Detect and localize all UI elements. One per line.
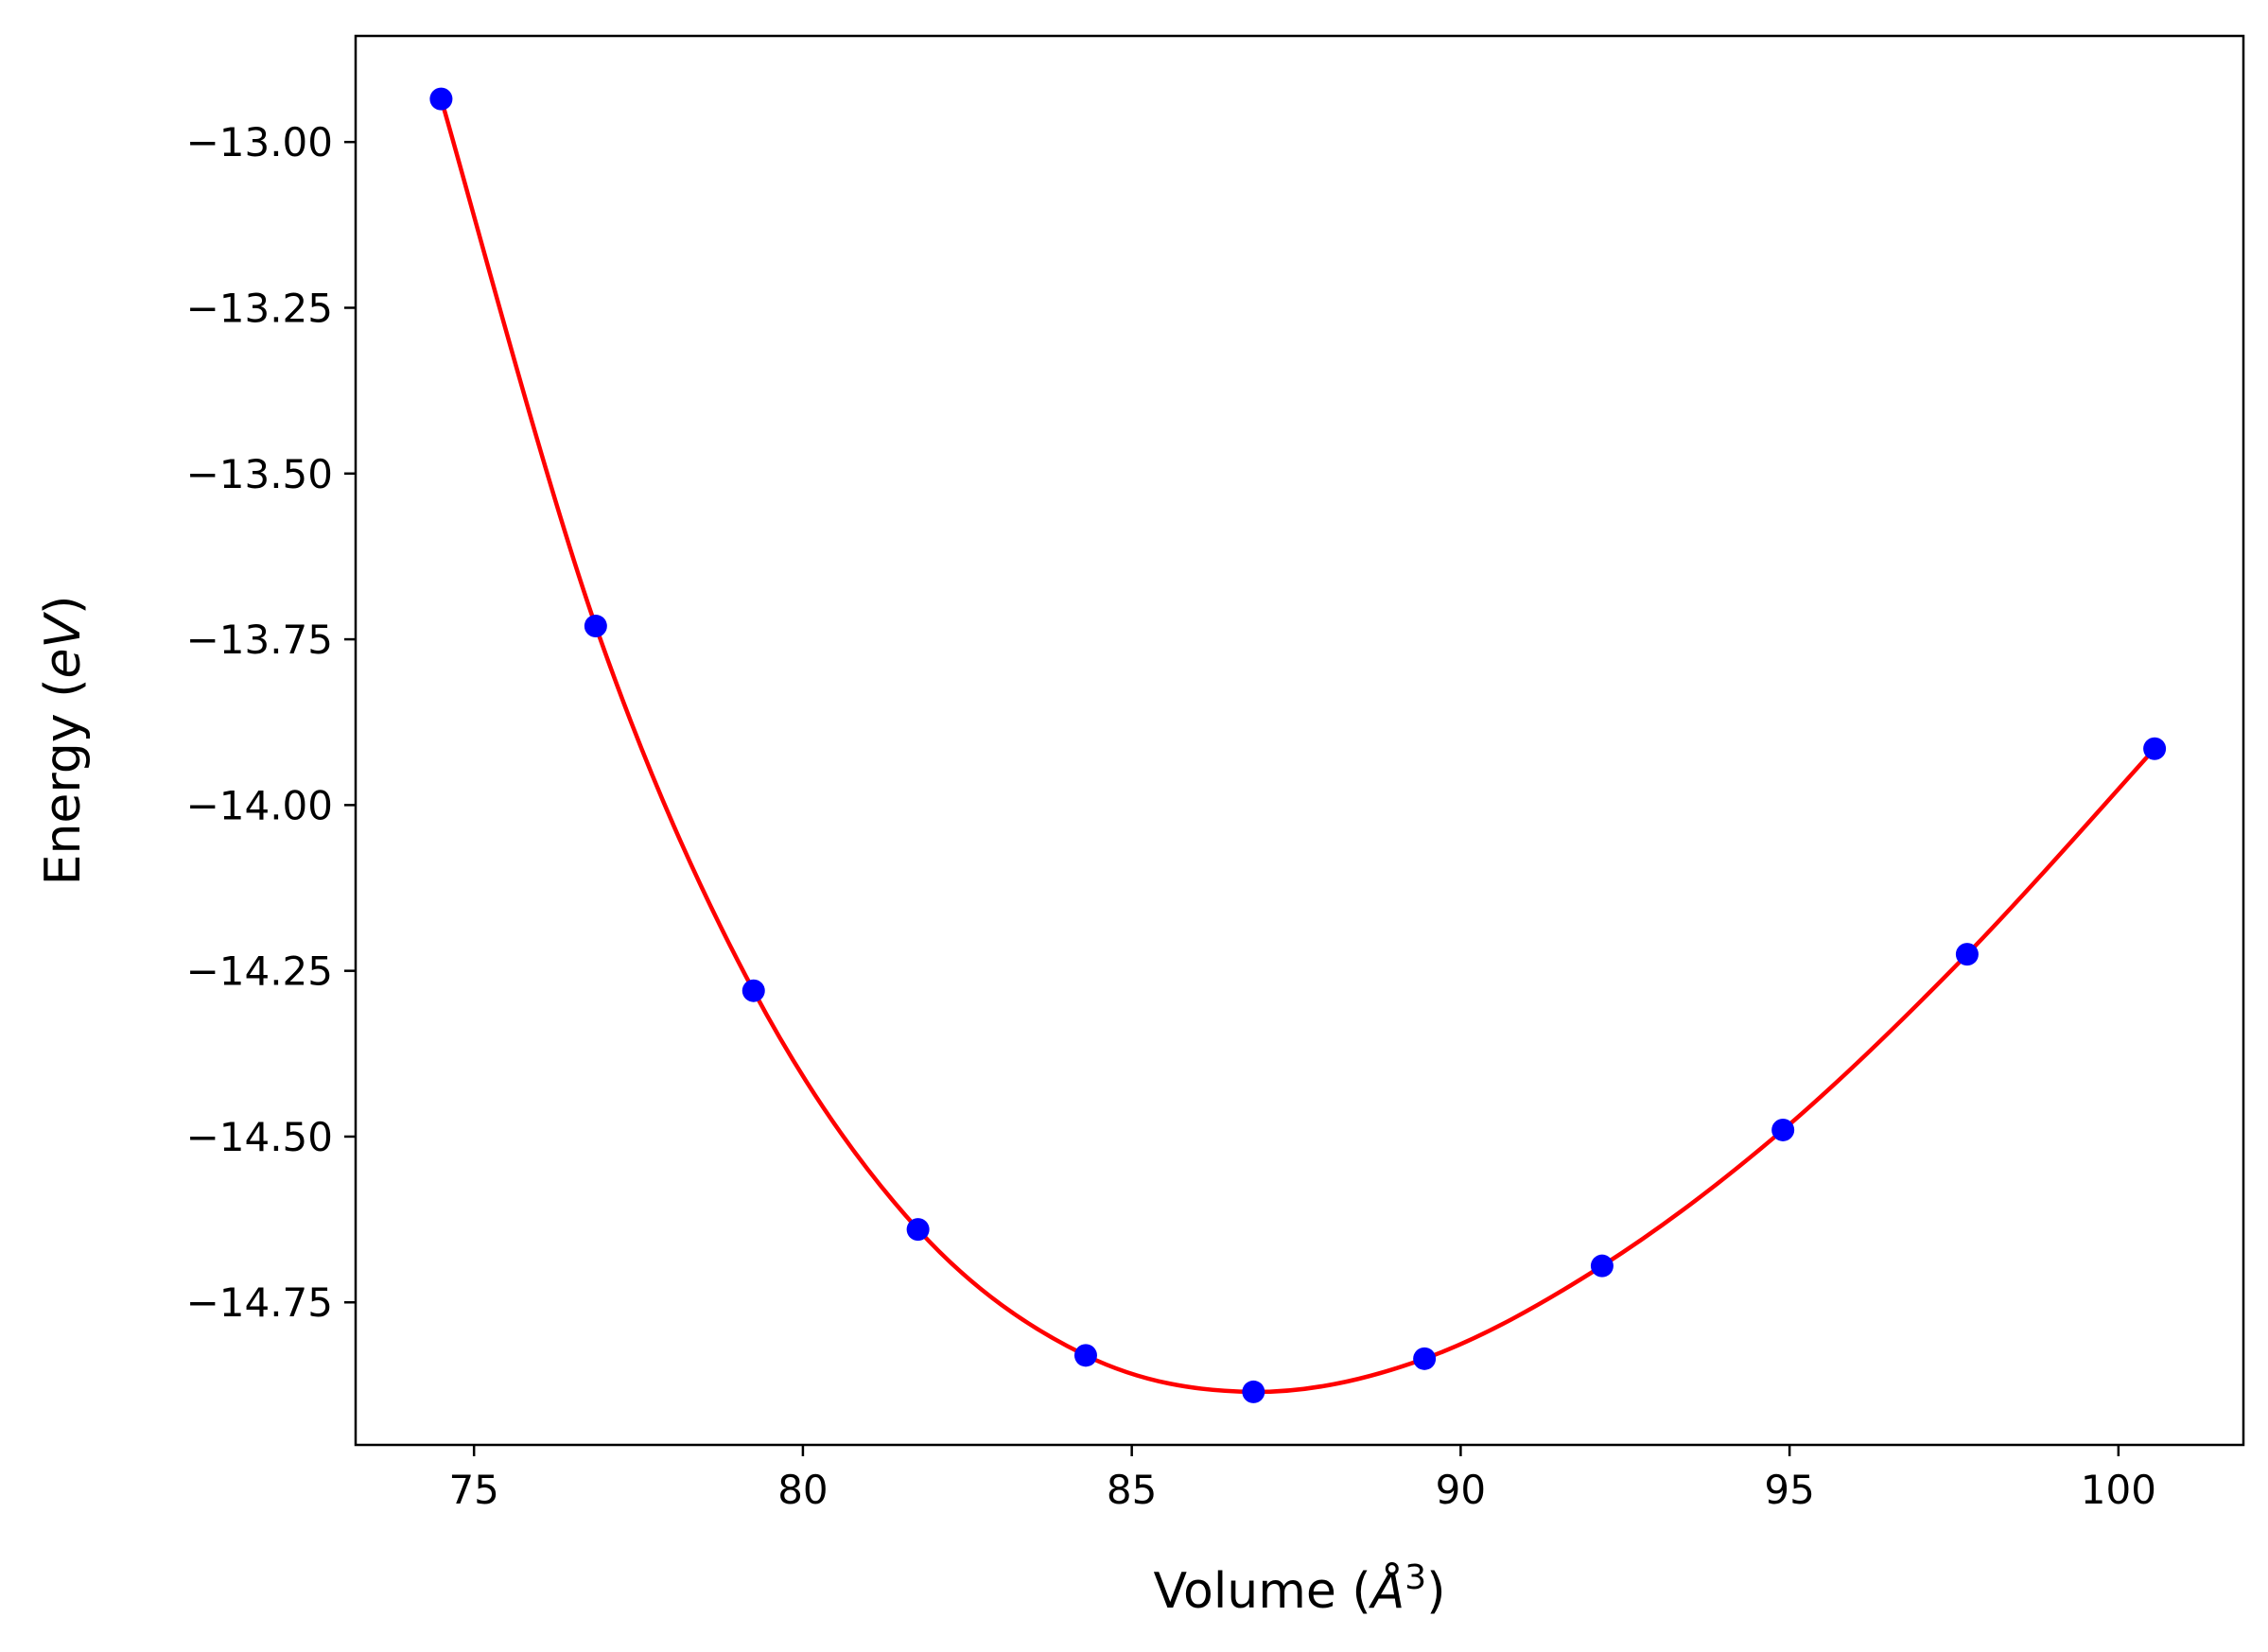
y-tick-label: −14.00 bbox=[186, 782, 333, 828]
x-tick-label: 95 bbox=[1764, 1467, 1814, 1513]
fit-curve bbox=[439, 97, 2156, 1395]
y-axis: −13.00 −13.25 −13.50 −13.75 −14.00 −14.25 −14.… bbox=[186, 119, 356, 1326]
x-tick-label: 75 bbox=[448, 1467, 498, 1513]
y-tick-label: −13.75 bbox=[186, 617, 333, 663]
data-point bbox=[2143, 737, 2167, 760]
y-tick-label: −13.50 bbox=[186, 451, 333, 497]
fit-curve-layer bbox=[439, 97, 2156, 1395]
y-tick-label: −14.50 bbox=[186, 1114, 333, 1160]
x-tick-label: 90 bbox=[1436, 1467, 1486, 1513]
data-point bbox=[1771, 1118, 1795, 1141]
data-points-layer bbox=[429, 87, 2167, 1403]
x-axis: 75 80 85 90 95 100 bbox=[448, 1445, 2156, 1513]
data-point bbox=[1413, 1347, 1437, 1370]
x-tick-label: 85 bbox=[1107, 1467, 1157, 1513]
y-tick-label: −14.75 bbox=[186, 1279, 333, 1326]
data-point bbox=[1073, 1344, 1097, 1367]
data-point bbox=[741, 979, 765, 1002]
x-tick-label: 80 bbox=[777, 1467, 828, 1513]
data-point bbox=[584, 615, 607, 638]
data-point bbox=[906, 1218, 930, 1242]
data-point bbox=[1955, 943, 1979, 966]
y-axis-label: Energy (eV) bbox=[35, 596, 92, 886]
y-tick-label: −13.00 bbox=[186, 119, 333, 165]
y-tick-label: −14.25 bbox=[186, 948, 333, 995]
data-point bbox=[429, 87, 453, 111]
data-point bbox=[1242, 1380, 1265, 1403]
plot-frame bbox=[354, 34, 2245, 1447]
plot-area bbox=[356, 36, 2243, 1445]
x-axis-label: Volume (Å3) bbox=[1154, 1558, 1446, 1621]
y-tick-label: −13.25 bbox=[186, 285, 333, 331]
data-point bbox=[1590, 1254, 1614, 1278]
x-tick-label: 100 bbox=[2081, 1467, 2156, 1513]
